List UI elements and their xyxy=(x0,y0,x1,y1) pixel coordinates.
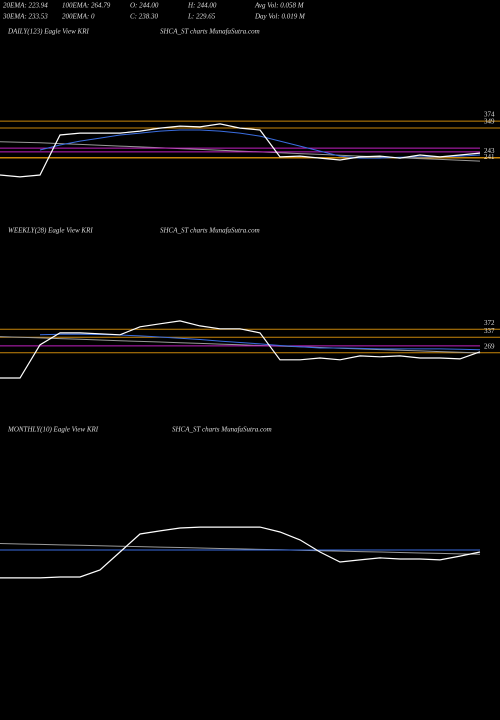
panel-title: DAILY(123) Eagle View KRI xyxy=(7,28,89,36)
series-line xyxy=(0,123,481,178)
y-tick-label: 243 xyxy=(484,147,495,155)
stat-label: 30EMA: 233.53 xyxy=(2,13,48,21)
y-tick-label: 269 xyxy=(484,342,495,350)
panel-title: MONTHLY(10) Eagle View KRI xyxy=(7,426,99,434)
stat-label: 200EMA: 0 xyxy=(62,13,95,21)
panel-title: WEEKLY(28) Eagle View KRI xyxy=(8,227,93,235)
y-tick-label: 372 xyxy=(484,319,495,327)
series-line xyxy=(39,333,481,351)
stat-label: C: 238.30 xyxy=(130,13,159,21)
series-line xyxy=(0,336,481,354)
y-tick-label: 241 xyxy=(484,153,495,161)
panel-subtitle: SHCA_ST charts MunafaSutra.com xyxy=(160,28,260,36)
panel-subtitle: SHCA_ST charts MunafaSutra.com xyxy=(160,227,260,235)
stat-label: 100EMA: 264.79 xyxy=(62,2,111,10)
series-line xyxy=(0,526,481,579)
stat-label: O: 244.00 xyxy=(130,2,159,10)
series-line xyxy=(0,320,481,379)
stat-label: L: 229.65 xyxy=(187,13,216,21)
stat-label: Day Vol: 0.019 M xyxy=(254,13,306,21)
series-line xyxy=(0,543,481,555)
stat-label: H: 244.00 xyxy=(187,2,217,10)
y-tick-label: 349 xyxy=(484,118,495,126)
panel-subtitle: SHCA_ST charts MunafaSutra.com xyxy=(172,426,272,434)
y-tick-label: 337 xyxy=(484,327,495,335)
y-tick-label: 374 xyxy=(484,111,495,119)
stat-label: Avg Vol: 0.058 M xyxy=(254,2,305,10)
series-line xyxy=(39,129,481,159)
stat-label: 20EMA: 223.94 xyxy=(3,2,48,10)
